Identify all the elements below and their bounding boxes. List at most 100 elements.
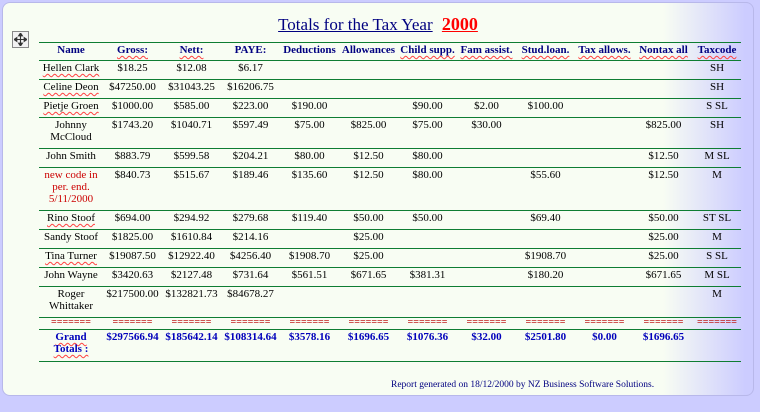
grand-total-value: $108314.64	[224, 331, 277, 343]
cell-value	[516, 149, 575, 168]
cell-employee-name: John Wayne	[44, 269, 98, 281]
cell-value: M	[712, 169, 722, 181]
cell-value	[575, 230, 634, 249]
grand-total-value: $1696.65	[642, 331, 685, 343]
cell-value: M SL	[704, 150, 730, 162]
cell-employee-name: Tina Turner	[45, 250, 97, 262]
table-row: Johnny McCloud $1743.20 $1040.71 $597.49 $75…	[39, 118, 741, 149]
cell-value: $135.60	[291, 169, 328, 181]
cell-employee-name: John Smith	[46, 150, 96, 162]
cell-value: $3420.63	[111, 269, 154, 281]
cell-value	[575, 80, 634, 99]
table-header-row: Name Gross: Nett: PAYE: Deductions Allowances…	[39, 42, 741, 61]
separator-cell: =======	[407, 317, 448, 328]
cell-value: $1825.00	[111, 231, 154, 243]
cell-value: $25.00	[648, 231, 679, 243]
cell-value	[457, 230, 516, 249]
cell-value	[575, 61, 634, 80]
cell-value: $90.00	[412, 100, 443, 112]
table-row: Celine Deon $47250.00 $31043.25 $16206.75 SH	[39, 80, 741, 99]
cell-value	[575, 211, 634, 230]
column-header-nett: Nett:	[179, 44, 204, 56]
cell-value: $119.40	[291, 212, 328, 224]
cell-value	[457, 287, 516, 318]
grand-total-value	[693, 330, 741, 362]
cell-value	[457, 80, 516, 99]
grand-total-value: $0.00	[592, 331, 617, 343]
cell-value: $204.21	[232, 150, 269, 162]
table-row: new code in per. end. 5/11/2000 $840.73 $5…	[39, 168, 741, 211]
grand-totals-label: Grand Totals :	[53, 331, 89, 355]
cell-value	[575, 268, 634, 287]
column-header-name: Name	[57, 44, 85, 56]
cell-value	[516, 80, 575, 99]
cell-value: $12.50	[648, 150, 679, 162]
cell-value: $731.64	[232, 269, 269, 281]
grand-total-value: $32.00	[471, 331, 502, 343]
cell-employee-name: Roger Whittaker	[49, 288, 93, 312]
cell-value: $25.00	[353, 250, 384, 262]
cell-value: $6.17	[238, 62, 263, 74]
separator-cell: =======	[697, 317, 737, 328]
grand-totals-row: Grand Totals : $297566.94 $185642.14 $10831…	[39, 330, 741, 362]
cell-value	[339, 80, 398, 99]
separator-cell: =======	[230, 317, 271, 328]
cell-value: $25.00	[648, 250, 679, 262]
cell-value: $80.00	[412, 169, 443, 181]
cell-value: $12922.40	[168, 250, 215, 262]
cell-value	[575, 149, 634, 168]
cell-value: $12.50	[353, 169, 384, 181]
separator-cell: =======	[289, 317, 330, 328]
cell-value: $825.00	[350, 119, 387, 131]
cell-value	[398, 287, 457, 318]
cell-value	[634, 80, 693, 99]
grand-total-value: $2501.80	[524, 331, 567, 343]
cell-value: $31043.25	[168, 81, 215, 93]
cell-value	[575, 168, 634, 211]
column-header-deductions: Deductions	[283, 44, 336, 56]
grand-total-value: $185642.14	[165, 331, 218, 343]
cell-value: $1000.00	[111, 100, 154, 112]
report-title-text: Totals for the Tax Year	[278, 15, 433, 34]
cell-value	[280, 287, 339, 318]
cell-value	[398, 249, 457, 268]
cell-value: $25.00	[353, 231, 384, 243]
cell-value: $214.16	[232, 231, 269, 243]
cell-value	[339, 61, 398, 80]
table-move-handle[interactable]	[12, 31, 29, 48]
cell-value	[634, 99, 693, 118]
cell-value: $585.00	[173, 100, 210, 112]
cell-value: $1040.71	[170, 119, 213, 131]
separator-cell: =======	[584, 317, 625, 328]
cell-value: SH	[709, 119, 725, 131]
table-row: Pietje Groen $1000.00 $585.00 $223.00 $190.0…	[39, 99, 741, 118]
column-header-nontax-all: Nontax all	[639, 44, 688, 56]
cell-value: $12.08	[176, 62, 207, 74]
column-header-fam-assist: Fam assist.	[460, 44, 513, 56]
cell-value: $4256.40	[229, 250, 272, 262]
report-page: Totals for the Tax Year 2000 Name Gross: N…	[2, 2, 754, 396]
cell-value	[457, 168, 516, 211]
cell-value	[575, 118, 634, 149]
cell-value: $217500.00	[106, 288, 159, 300]
cell-employee-name: Sandy Stoof	[43, 231, 99, 243]
cell-value: SH	[709, 62, 725, 74]
cell-value	[280, 80, 339, 99]
cell-value: S SL	[706, 250, 728, 262]
cell-value: $694.00	[114, 212, 151, 224]
cell-value: $561.51	[291, 269, 328, 281]
table-row: John Smith $883.79 $599.58 $204.21 $80.00 $12…	[39, 149, 741, 168]
cell-employee-name: Rino Stoof	[47, 212, 95, 224]
cell-employee-name: Hellen Clark	[42, 62, 100, 74]
cell-employee-name: Celine Deon	[43, 81, 99, 93]
cell-value	[516, 230, 575, 249]
report-footer: Report generated on 18/12/2000 by NZ Bus…	[391, 380, 655, 390]
cell-value	[457, 149, 516, 168]
cell-value: $279.68	[232, 212, 269, 224]
column-header-allowances: Allowances	[341, 44, 396, 56]
cell-value: $12.50	[353, 150, 384, 162]
cell-value: $180.20	[527, 269, 564, 281]
separator-cell: =======	[171, 317, 212, 328]
grand-total-value: $1696.65	[347, 331, 390, 343]
cell-value	[398, 230, 457, 249]
